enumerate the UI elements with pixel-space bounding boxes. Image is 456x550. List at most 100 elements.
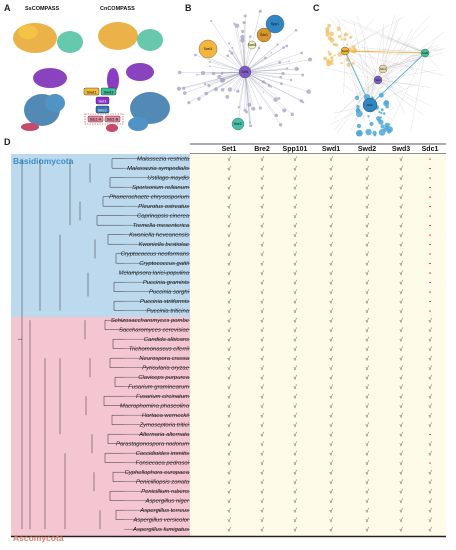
network-c-label-set1: Set1 (375, 78, 381, 82)
presence-mark: √ (260, 488, 264, 495)
network-c-node-sdc1 (378, 64, 388, 74)
presence-mark: √ (227, 479, 231, 486)
sdc1-mark: √ (428, 479, 432, 486)
network-b-label-sdc1: Sdc1 (260, 33, 268, 37)
presence-mark: √ (329, 450, 333, 457)
presence-mark: √ (260, 175, 264, 182)
sdc1-mark: √ (428, 517, 432, 524)
presence-mark: √ (293, 260, 297, 267)
presence-mark: √ (365, 241, 369, 248)
legend-sdc1b: Sdc1-B (107, 118, 119, 122)
presence-mark: √ (365, 403, 369, 410)
presence-mark: √ (260, 213, 264, 220)
presence-mark: √ (365, 156, 369, 163)
presence-mark: √ (227, 336, 231, 343)
species-name: Macrophomina phaseolina (120, 404, 190, 410)
sdc1-mark: - (429, 279, 432, 286)
presence-mark: √ (260, 412, 264, 419)
presence-mark: √ (227, 270, 231, 277)
presence-mark: √ (399, 213, 403, 220)
sdc1-mark: - (429, 156, 432, 163)
species-name: Aspergillus versicolor (132, 518, 190, 524)
network-b-label-swd1: Swd1 (204, 47, 213, 51)
network-c-node-swd1 (340, 46, 350, 56)
ascomycota-region (11, 317, 190, 537)
presence-mark: √ (329, 241, 333, 248)
presence-mark: √ (293, 346, 297, 353)
presence-mark: √ (227, 298, 231, 305)
column-header-swd3: Swd3 (392, 146, 410, 153)
panel-a-legend: Swd1 Swd3 Set1 Bre2 Sdc1-A Sdc1-B (83, 87, 124, 125)
presence-mark: √ (365, 507, 369, 514)
species-name: Cryptococcus neoformans (121, 252, 189, 258)
panel-a-title-left: SsCOMPASS (25, 6, 60, 12)
presence-mark: √ (227, 355, 231, 362)
presence-mark: √ (227, 526, 231, 533)
presence-mark: √ (260, 194, 264, 201)
presence-mark: √ (260, 222, 264, 229)
presence-mark: √ (329, 298, 333, 305)
species-name: Kwoniella bestiolae (139, 242, 190, 248)
presence-mark: √ (260, 384, 264, 391)
presence-mark: √ (365, 213, 369, 220)
presence-mark: √ (329, 327, 333, 334)
presence-mark: √ (329, 507, 333, 514)
presence-mark: √ (399, 441, 403, 448)
presence-mark: √ (365, 460, 369, 467)
sdc1-mark: √ (428, 526, 432, 533)
top-panels-figure: Swd1 Swd3 Set1 Bre2 Sdc1-A Sdc1-B Swd1Sw… (13, 9, 445, 137)
presence-mark: √ (365, 165, 369, 172)
presence-mark: √ (399, 260, 403, 267)
panel-a-title-right: CnCOMPASS (100, 6, 135, 12)
column-header-set1: Set1 (222, 146, 237, 153)
phylogenetic-tree (18, 158, 124, 530)
presence-mark: √ (399, 298, 403, 305)
presence-mark: √ (227, 165, 231, 172)
presence-mark: √ (293, 184, 297, 191)
presence-mark: √ (365, 450, 369, 457)
species-name: Sporisorium reilianum (132, 185, 189, 191)
presence-mark: √ (329, 498, 333, 505)
presence-mark: √ (293, 175, 297, 182)
presence-mark: √ (399, 507, 403, 514)
presence-mark: √ (329, 194, 333, 201)
presence-mark: √ (399, 355, 403, 362)
presence-mark: √ (227, 517, 231, 524)
protein-structure-ss (13, 23, 83, 131)
presence-mark: √ (260, 441, 264, 448)
presence-mark: √ (365, 365, 369, 372)
presence-mark: √ (399, 422, 403, 429)
presence-mark: √ (399, 384, 403, 391)
presence-mark: √ (329, 270, 333, 277)
sdc1-mark: √ (428, 365, 432, 372)
presence-mark: √ (365, 384, 369, 391)
species-name: Malassezia sympodialis (127, 166, 189, 172)
network-b-label-set1: Set1 (241, 70, 248, 74)
presence-mark: √ (365, 279, 369, 286)
presence-mark: √ (365, 232, 369, 239)
panel-d-label: D (4, 137, 11, 147)
presence-mark: √ (293, 412, 297, 419)
presence-mark: √ (260, 346, 264, 353)
presence-mark: √ (329, 203, 333, 210)
species-name: Puccinia graminis (143, 280, 189, 286)
species-name: Aspergillus niger (144, 499, 190, 505)
sdc1-mark: √ (428, 441, 432, 448)
network-c-node-bre2 (362, 97, 378, 113)
presence-mark: √ (293, 431, 297, 438)
presence-table-bg (190, 154, 446, 537)
presence-mark: √ (399, 175, 403, 182)
presence-mark: √ (293, 203, 297, 210)
legend-sdc1a: Sdc1-A (90, 118, 102, 122)
presence-mark: √ (399, 469, 403, 476)
column-header-swd1: Swd1 (322, 146, 340, 153)
species-name: Cyphellophora europaea (124, 470, 189, 476)
species-name: Coprinopsis cinerea (137, 214, 190, 220)
presence-mark: √ (399, 526, 403, 533)
presence-mark: √ (227, 279, 231, 286)
presence-mark: √ (227, 412, 231, 419)
presence-mark: √ (329, 412, 333, 419)
presence-mark: √ (293, 289, 297, 296)
presence-mark: √ (260, 422, 264, 429)
